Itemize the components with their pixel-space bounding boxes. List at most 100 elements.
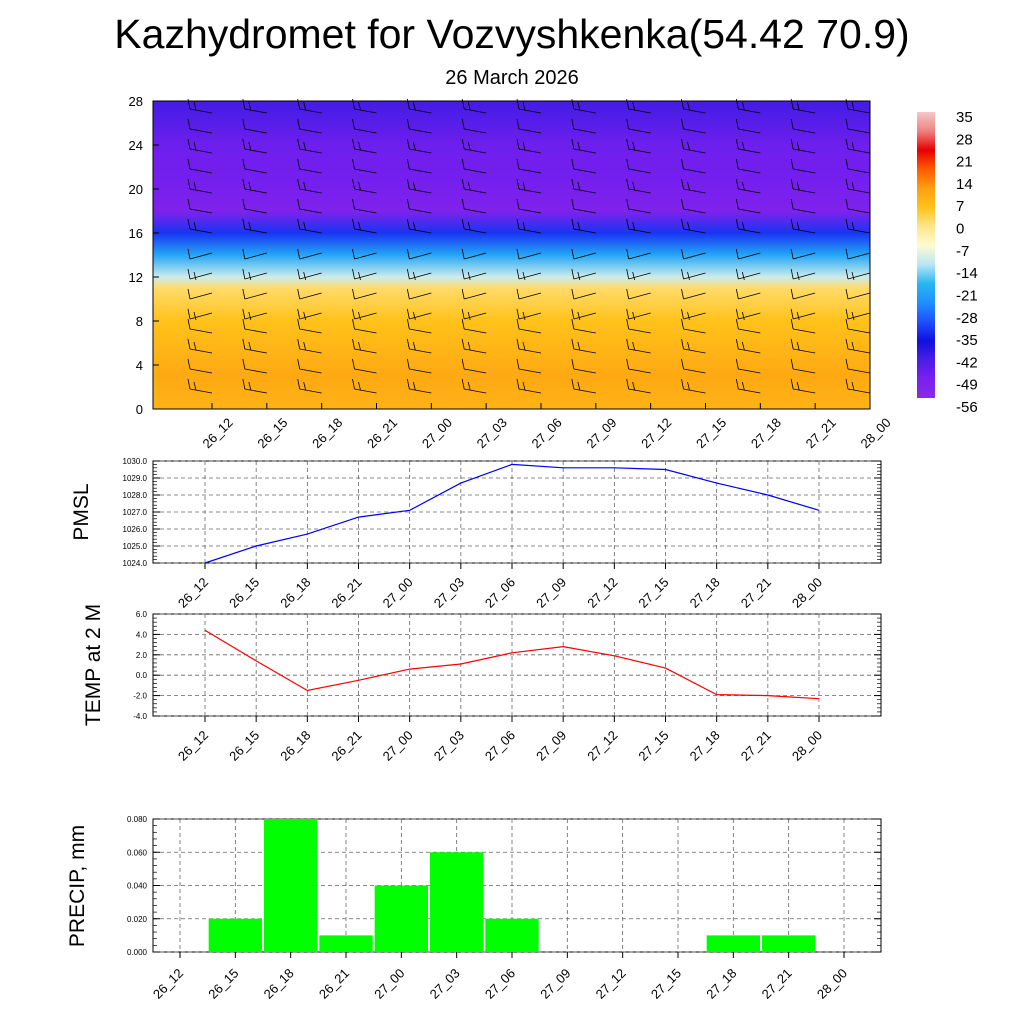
wind-barb-flag (352, 198, 355, 210)
wind-barb-flag (845, 268, 849, 280)
wind-barb-shaft (354, 208, 377, 214)
colorbar-bar (917, 112, 935, 398)
wind-barb-shaft (738, 252, 761, 260)
wind-barb-shaft (683, 168, 706, 174)
wind-barb-shaft (628, 388, 651, 394)
wind-barb (297, 318, 322, 334)
wind-barb-shaft (683, 148, 706, 154)
wind-barb-shaft (464, 312, 487, 320)
wind-barb-flag (741, 341, 745, 351)
wind-barb-flag (687, 181, 690, 191)
wind-barb (845, 288, 871, 300)
wind-barb-shaft (628, 348, 651, 354)
wind-barb-flag (412, 141, 416, 151)
wind-barb-flag (845, 118, 849, 130)
wind-barb-flag (461, 248, 465, 260)
wind-barb-flag (297, 358, 301, 370)
wind-barb (790, 138, 816, 154)
wind-barb (461, 118, 487, 134)
wind-barb-flag (851, 141, 855, 151)
wind-barb (681, 378, 706, 394)
wind-barb-flag (193, 311, 197, 321)
pmsl-panel: 1024.0 1025.0 1026.0 1027.0 1028.0 1029.0 1030… (70, 457, 882, 611)
wind-barb (681, 118, 706, 134)
wind-barb-flag (461, 158, 465, 170)
wind-barb (571, 358, 596, 374)
section-field (153, 101, 870, 409)
wind-barb-flag (352, 318, 355, 330)
wind-barb-shaft (738, 168, 761, 174)
wind-barb (187, 138, 213, 154)
wind-barb (297, 248, 322, 260)
wind-barb-flag (187, 378, 191, 390)
wind-barb (735, 178, 761, 194)
wind-barb-flag (516, 338, 520, 350)
wind-barb-shaft (409, 128, 432, 134)
wind-barb-flag (461, 178, 465, 190)
wind-barb-shaft (738, 228, 761, 234)
wind-barb-flag (681, 318, 684, 330)
wind-barb-flag (741, 311, 745, 321)
wind-barb-shaft (738, 108, 761, 114)
wind-barb (516, 198, 542, 214)
wind-barb-flag (790, 268, 794, 280)
wind-barb-flag (461, 218, 465, 230)
wind-barb-flag (681, 218, 684, 230)
wind-barb-shaft (409, 292, 432, 300)
wind-barb-flag (467, 271, 471, 281)
wind-barb-flag (796, 271, 800, 281)
wind-barb-flag (242, 158, 246, 170)
wind-barb-flag (851, 101, 855, 111)
wind-barb-flag (352, 178, 355, 190)
wind-barb-shaft (793, 168, 816, 174)
wind-barb (571, 218, 596, 234)
wind-barb-shaft (189, 148, 213, 154)
wind-barb-flag (187, 248, 191, 260)
wind-barb-shaft (573, 108, 596, 114)
wind-barb-flag (790, 118, 794, 130)
precip-bar (319, 935, 373, 952)
xtick-label: 26_15 (205, 966, 241, 1002)
wind-barb-flag (632, 101, 636, 111)
section-xtick-label: 27_09 (583, 415, 619, 451)
wind-barb (242, 338, 267, 354)
wind-barb-flag (352, 308, 355, 320)
wind-barb-shaft (738, 208, 761, 214)
wind-barb (352, 358, 377, 374)
wind-barb-flag (516, 268, 520, 280)
xtick-label: 27_21 (738, 575, 774, 611)
wind-barb-shaft (847, 388, 871, 394)
wind-barb (187, 178, 213, 194)
wind-barb-flag (796, 101, 800, 111)
wind-barb-flag (741, 221, 745, 231)
wind-barb-flag (406, 218, 410, 230)
wind-barb (242, 248, 267, 260)
wind-barb-flag (681, 358, 684, 370)
wind-barb-flag (516, 318, 520, 330)
wind-barb-shaft (573, 168, 596, 174)
wind-barb-flag (193, 101, 197, 111)
wind-barb-flag (522, 221, 526, 231)
wind-barb-shaft (409, 208, 432, 214)
wind-barb-flag (297, 318, 301, 330)
wind-barb-flag (242, 288, 246, 300)
wind-barb-flag (522, 311, 526, 321)
wind-barb-shaft (573, 348, 596, 354)
wind-barb (242, 218, 267, 234)
wind-barb-flag (571, 318, 575, 330)
wind-barb (626, 378, 651, 394)
wind-barb-flag (626, 268, 630, 280)
wind-barb-flag (516, 248, 520, 260)
wind-barb-shaft (244, 368, 267, 374)
wind-barb (571, 198, 596, 214)
wind-barb-flag (303, 271, 307, 281)
wind-barb-shaft (299, 168, 322, 174)
wind-barb-flag (406, 288, 410, 300)
wind-barb (845, 268, 871, 281)
wind-barb-flag (626, 198, 630, 210)
wind-barb-flag (467, 221, 471, 231)
wind-barb (242, 358, 267, 374)
wind-barb (187, 248, 213, 260)
wind-barb-shaft (464, 188, 487, 194)
wind-barb-flag (796, 141, 800, 151)
